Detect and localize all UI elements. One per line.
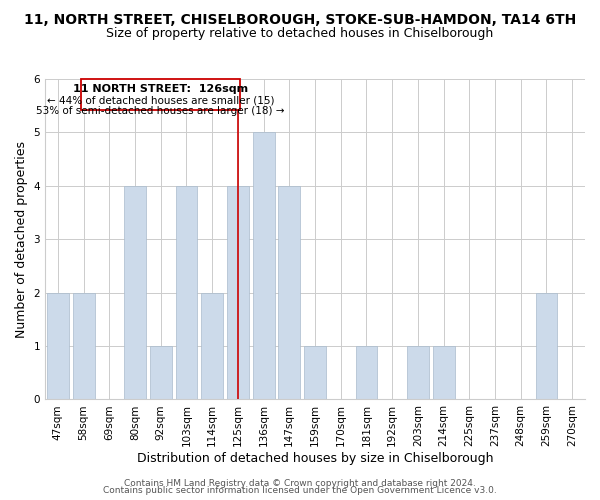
Bar (407, 346, 429, 400)
Text: 53% of semi-detached houses are larger (18) →: 53% of semi-detached houses are larger (… (37, 106, 285, 116)
Bar (176, 186, 197, 400)
Bar (536, 292, 557, 400)
Bar (73, 292, 95, 400)
Text: ← 44% of detached houses are smaller (15): ← 44% of detached houses are smaller (15… (47, 95, 274, 105)
Bar (227, 186, 249, 400)
Bar (47, 292, 69, 400)
FancyBboxPatch shape (81, 79, 241, 110)
Bar (433, 346, 455, 400)
Y-axis label: Number of detached properties: Number of detached properties (15, 140, 28, 338)
Bar (124, 186, 146, 400)
Bar (253, 132, 275, 400)
Text: 11 NORTH STREET:  126sqm: 11 NORTH STREET: 126sqm (73, 84, 248, 94)
Bar (150, 346, 172, 400)
Bar (304, 346, 326, 400)
X-axis label: Distribution of detached houses by size in Chiselborough: Distribution of detached houses by size … (137, 452, 493, 465)
Text: 11, NORTH STREET, CHISELBOROUGH, STOKE-SUB-HAMDON, TA14 6TH: 11, NORTH STREET, CHISELBOROUGH, STOKE-S… (24, 12, 576, 26)
Bar (278, 186, 300, 400)
Text: Size of property relative to detached houses in Chiselborough: Size of property relative to detached ho… (106, 28, 494, 40)
Bar (201, 292, 223, 400)
Text: Contains HM Land Registry data © Crown copyright and database right 2024.: Contains HM Land Registry data © Crown c… (124, 478, 476, 488)
Text: Contains public sector information licensed under the Open Government Licence v3: Contains public sector information licen… (103, 486, 497, 495)
Bar (356, 346, 377, 400)
